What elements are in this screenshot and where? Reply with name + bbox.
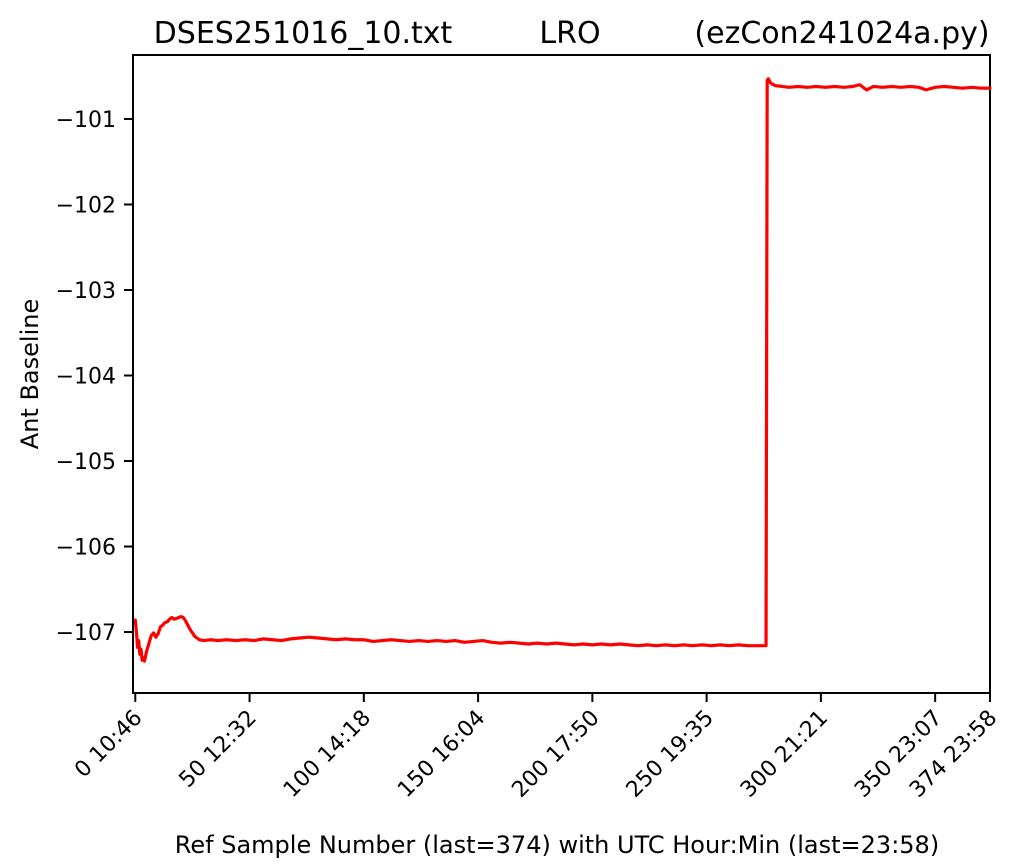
x-tick-label: 50 12:32 xyxy=(175,706,262,793)
title-filename: DSES251016_10.txt xyxy=(154,16,453,51)
x-axis-label: Ref Sample Number (last=374) with UTC Ho… xyxy=(175,831,939,859)
y-tick-label: −107 xyxy=(56,621,116,646)
x-tick-label: 200 17:50 xyxy=(507,706,604,803)
x-tick-label: 150 16:04 xyxy=(393,706,490,803)
data-line xyxy=(133,77,992,663)
title-program: (ezCon241024a.py) xyxy=(694,16,989,51)
plot-area-border xyxy=(132,54,991,694)
y-axis-label: Ant Baseline xyxy=(16,299,44,449)
y-tick-label: −101 xyxy=(56,108,116,133)
y-tick-label: −104 xyxy=(56,364,116,389)
x-axis-ticks: 0 10:46 50 12:32 100 14:18 150 16:04 200 17:… xyxy=(70,693,1002,803)
y-tick-label: −102 xyxy=(56,193,116,218)
y-axis-ticks: −101 −102 −103 −104 −105 −106 −107 xyxy=(56,108,133,646)
y-tick-label: −106 xyxy=(56,536,116,561)
x-tick-label: 100 14:18 xyxy=(279,706,376,803)
title-target: LRO xyxy=(539,16,600,51)
x-tick-label: 250 19:35 xyxy=(622,706,719,803)
x-tick-label: 300 21:21 xyxy=(736,706,833,803)
x-tick-label: 0 10:46 xyxy=(70,706,147,783)
y-tick-label: −103 xyxy=(56,279,116,304)
y-tick-label: −105 xyxy=(56,450,116,475)
